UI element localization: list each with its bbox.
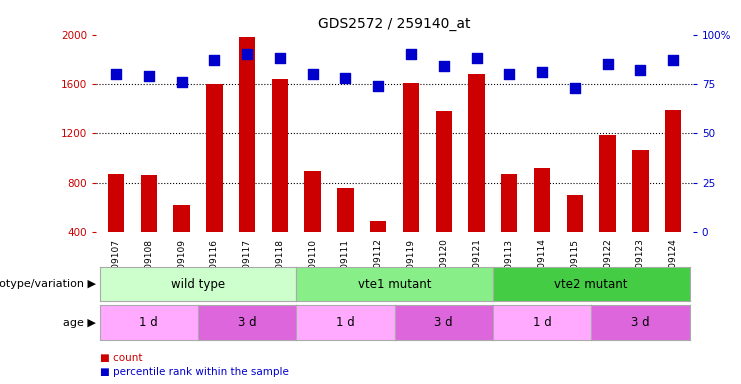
Bar (337, 188, 353, 232)
Text: wild type: wild type (171, 278, 225, 291)
Bar (436, 111, 452, 232)
Point (241, 51, 253, 58)
Point (536, 69, 548, 75)
Point (471, 55, 482, 61)
Bar (599, 135, 616, 232)
Point (176, 79, 187, 85)
Bar (239, 37, 256, 232)
Point (405, 51, 417, 58)
Text: vte1 mutant: vte1 mutant (358, 278, 431, 291)
Bar (534, 168, 551, 232)
Point (667, 57, 679, 63)
Bar (501, 174, 517, 232)
Bar (206, 84, 222, 232)
Point (274, 55, 286, 61)
Point (602, 61, 614, 67)
Point (208, 57, 220, 63)
Bar (305, 170, 321, 232)
Point (143, 73, 155, 79)
Point (634, 67, 646, 73)
Bar (632, 149, 648, 232)
Bar (173, 205, 190, 232)
Text: 1 d: 1 d (336, 316, 355, 329)
Bar (272, 79, 288, 232)
Bar (403, 83, 419, 232)
Text: ■ count: ■ count (99, 353, 142, 363)
Text: age ▶: age ▶ (63, 318, 96, 328)
Text: vte2 mutant: vte2 mutant (554, 278, 628, 291)
Bar (107, 174, 124, 232)
Text: ■ percentile rank within the sample: ■ percentile rank within the sample (99, 367, 288, 377)
Text: 3 d: 3 d (238, 316, 256, 329)
Text: genotype/variation ▶: genotype/variation ▶ (0, 279, 96, 289)
Bar (567, 195, 583, 232)
Point (307, 71, 319, 77)
Text: 1 d: 1 d (139, 316, 158, 329)
Bar (468, 74, 485, 232)
Point (110, 71, 122, 77)
Text: 3 d: 3 d (631, 316, 650, 329)
Point (438, 63, 450, 69)
Text: 3 d: 3 d (434, 316, 453, 329)
Point (569, 85, 581, 91)
Text: 1 d: 1 d (533, 316, 551, 329)
Point (339, 75, 351, 81)
Bar (141, 175, 157, 232)
Point (503, 71, 515, 77)
Point (372, 83, 384, 89)
Title: GDS2572 / 259140_at: GDS2572 / 259140_at (319, 17, 471, 31)
Bar (370, 221, 386, 232)
Bar (665, 110, 682, 232)
